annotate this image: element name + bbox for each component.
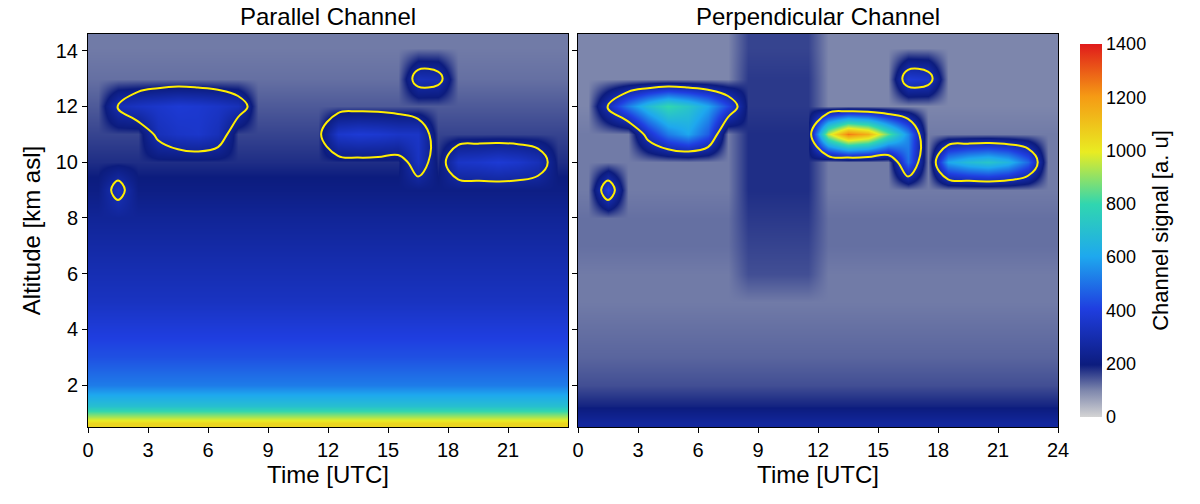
svg-text:9: 9 xyxy=(262,439,273,461)
svg-text:24: 24 xyxy=(1047,439,1069,461)
svg-text:6: 6 xyxy=(67,263,78,285)
svg-text:Channel signal [a. u]: Channel signal [a. u] xyxy=(1148,130,1173,331)
svg-text:Parallel Channel: Parallel Channel xyxy=(240,3,416,30)
svg-text:1400: 1400 xyxy=(1106,34,1146,54)
svg-text:18: 18 xyxy=(927,439,949,461)
svg-text:21: 21 xyxy=(497,439,519,461)
svg-text:21: 21 xyxy=(987,439,1009,461)
svg-text:15: 15 xyxy=(867,439,889,461)
svg-text:10: 10 xyxy=(56,151,78,173)
svg-text:12: 12 xyxy=(56,95,78,117)
svg-text:15: 15 xyxy=(377,439,399,461)
svg-text:8: 8 xyxy=(67,207,78,229)
svg-text:12: 12 xyxy=(807,439,829,461)
svg-text:3: 3 xyxy=(632,439,643,461)
svg-text:9: 9 xyxy=(752,439,763,461)
svg-text:0: 0 xyxy=(82,439,93,461)
svg-text:400: 400 xyxy=(1106,301,1136,321)
svg-text:600: 600 xyxy=(1106,247,1136,267)
svg-text:1000: 1000 xyxy=(1106,141,1146,161)
svg-text:0: 0 xyxy=(572,439,583,461)
svg-text:6: 6 xyxy=(692,439,703,461)
svg-text:18: 18 xyxy=(437,439,459,461)
svg-text:2: 2 xyxy=(67,374,78,396)
svg-text:Time [UTC]: Time [UTC] xyxy=(267,461,389,488)
svg-text:1200: 1200 xyxy=(1106,88,1146,108)
svg-text:Perpendicular Channel: Perpendicular Channel xyxy=(696,3,940,30)
svg-text:200: 200 xyxy=(1106,354,1136,374)
svg-text:14: 14 xyxy=(56,40,78,62)
svg-text:6: 6 xyxy=(202,439,213,461)
svg-text:0: 0 xyxy=(1106,407,1116,427)
svg-text:4: 4 xyxy=(67,318,78,340)
svg-text:12: 12 xyxy=(317,439,339,461)
svg-text:3: 3 xyxy=(142,439,153,461)
svg-text:Time [UTC]: Time [UTC] xyxy=(757,461,879,488)
svg-text:800: 800 xyxy=(1106,194,1136,214)
svg-text:Altitude [km asl]: Altitude [km asl] xyxy=(18,146,45,315)
